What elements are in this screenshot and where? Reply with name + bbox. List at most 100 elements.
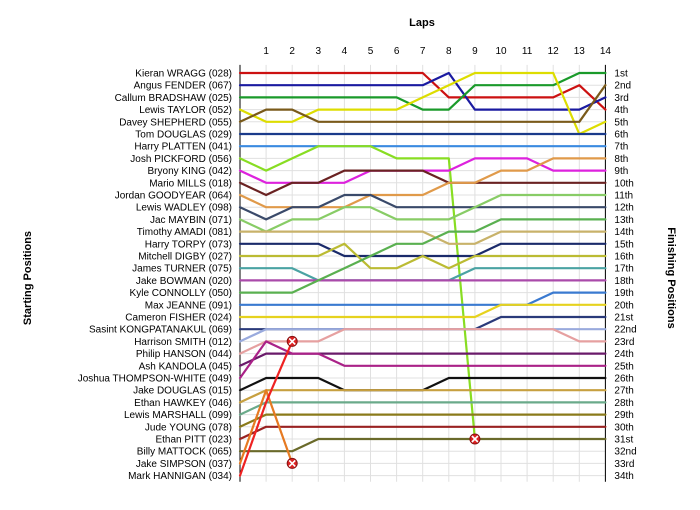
lap-tick-label: 10 bbox=[495, 46, 507, 57]
series-line-1 bbox=[238, 71, 607, 111]
starting-position-label: Mario MILLS (018) bbox=[149, 178, 232, 189]
finishing-position-label: 1st bbox=[614, 69, 628, 80]
lap-tick-label: 13 bbox=[574, 46, 586, 57]
series-line-16 bbox=[238, 242, 607, 270]
starting-position-label: Jac MAYBIN (071) bbox=[150, 215, 232, 226]
starting-position-label: Joshua THOMPSON-WHITE (049) bbox=[78, 374, 232, 385]
finishing-position-label: 11th bbox=[614, 191, 633, 202]
starting-position-label: Bryony KING (042) bbox=[148, 166, 232, 177]
starting-position-label: Jordan GOODYEAR (064) bbox=[115, 191, 232, 202]
finishing-position-label: 10th bbox=[614, 178, 633, 189]
starting-position-label: Mitchell DIGBY (027) bbox=[138, 252, 232, 263]
lap-tick-label: 12 bbox=[548, 46, 560, 57]
series-line-4 bbox=[238, 71, 607, 136]
series-layer bbox=[238, 71, 607, 477]
finishing-position-label: 16th bbox=[614, 252, 633, 263]
series-line-33 bbox=[238, 389, 294, 465]
retired-markers bbox=[286, 335, 481, 469]
starting-position-label: Tom DOUGLAS (029) bbox=[135, 130, 232, 141]
series-line-8 bbox=[238, 145, 476, 441]
lap-tick-label: 14 bbox=[600, 46, 612, 57]
series-line-31 bbox=[238, 425, 607, 441]
finishing-position-label: 27th bbox=[614, 386, 633, 397]
starting-position-label: Harry TORPY (073) bbox=[145, 239, 232, 250]
lap-tick-label: 2 bbox=[289, 46, 295, 57]
finishing-position-label: 21st bbox=[614, 313, 633, 324]
series-line-2 bbox=[238, 71, 607, 111]
finishing-position-label: 15th bbox=[614, 239, 633, 250]
series-line-21 bbox=[238, 303, 607, 319]
series-line-30 bbox=[238, 413, 607, 428]
series-line-29 bbox=[238, 401, 607, 416]
lap-tick-label: 4 bbox=[342, 46, 348, 57]
series-line-19 bbox=[238, 218, 607, 294]
series-line-10 bbox=[238, 169, 607, 197]
finishing-position-label: 4th bbox=[614, 105, 628, 116]
starting-position-label: Lewis TAYLOR (052) bbox=[139, 105, 232, 116]
finishing-position-label: 34th bbox=[614, 471, 633, 482]
retired-marker-cross bbox=[288, 459, 296, 467]
finishing-position-label: 20th bbox=[614, 300, 633, 311]
finishing-position-label: 22nd bbox=[614, 325, 636, 336]
retired-marker-cross bbox=[288, 337, 296, 345]
lap-tick-label: 9 bbox=[472, 46, 478, 57]
finishing-position-label: 23rd bbox=[614, 337, 634, 348]
starting-position-label: Mark HANNIGAN (034) bbox=[128, 471, 232, 482]
retired-marker bbox=[469, 433, 481, 445]
finishing-position-label: 9th bbox=[614, 166, 628, 177]
starting-position-label: Jake DOUGLAS (015) bbox=[133, 386, 232, 397]
finishing-position-label: 6th bbox=[614, 130, 628, 141]
starting-position-label: Kyle CONNOLLY (050) bbox=[130, 288, 232, 299]
starting-position-label: Angus FENDER (067) bbox=[134, 81, 232, 92]
finishing-position-label: 13th bbox=[614, 215, 633, 226]
series-line-20 bbox=[238, 291, 607, 306]
lap-tick-label: 5 bbox=[368, 46, 374, 57]
finishing-position-label: 26th bbox=[614, 374, 633, 385]
starting-position-label: Lewis MARSHALL (099) bbox=[124, 410, 232, 421]
starting-position-label: Harrison SMITH (012) bbox=[134, 337, 232, 348]
finishing-position-label: 32nd bbox=[614, 447, 636, 458]
finishing-position-label: 14th bbox=[614, 227, 633, 238]
series-line-26 bbox=[238, 340, 607, 380]
finishing-position-label: 33rd bbox=[614, 459, 634, 470]
series-line-24 bbox=[238, 328, 607, 355]
starting-position-label: James TURNER (075) bbox=[132, 264, 232, 275]
series-line-32 bbox=[238, 437, 607, 453]
retired-marker bbox=[286, 335, 298, 347]
starting-position-label: Philip HANSON (044) bbox=[136, 349, 232, 360]
starting-position-label: Jake SIMPSON (037) bbox=[136, 459, 232, 470]
finishing-position-label: 3rd bbox=[614, 93, 628, 104]
starting-position-label: Jude YOUNG (078) bbox=[145, 422, 232, 433]
starting-position-label: Kieran WRAGG (028) bbox=[135, 69, 232, 80]
finishing-position-label: 18th bbox=[614, 276, 633, 287]
finishing-position-label: 17th bbox=[614, 264, 633, 275]
starting-position-label: Jake BOWMAN (020) bbox=[136, 276, 232, 287]
series-line-3 bbox=[238, 71, 607, 111]
finishing-position-label: 24th bbox=[614, 349, 633, 360]
series-line-28 bbox=[238, 389, 607, 404]
y-axis-right-label: Finishing Positions bbox=[665, 227, 677, 328]
finishing-position-label: 19th bbox=[614, 288, 633, 299]
finishing-position-label: 31st bbox=[614, 435, 633, 446]
lap-tick-label: 7 bbox=[420, 46, 426, 57]
finishing-position-label: 29th bbox=[614, 410, 633, 421]
starting-position-label: Billy MATTOCK (065) bbox=[137, 447, 232, 458]
lap-tick-label: 1 bbox=[263, 46, 269, 57]
finishing-position-label: 8th bbox=[614, 154, 628, 165]
finishing-position-label: 12th bbox=[614, 203, 633, 214]
starting-position-label: Davey SHEPHERD (055) bbox=[119, 117, 232, 128]
finishing-position-label: 28th bbox=[614, 398, 633, 409]
finishing-position-label: 7th bbox=[614, 142, 628, 153]
finishing-position-label: 30th bbox=[614, 422, 633, 433]
starting-position-label: Ethan HAWKEY (046) bbox=[134, 398, 232, 409]
starting-position-label: Sasint KONGPATANAKUL (069) bbox=[89, 325, 232, 336]
retired-marker bbox=[286, 457, 298, 469]
starting-position-label: Lewis WADLEY (098) bbox=[136, 203, 232, 214]
series-line-13 bbox=[238, 193, 607, 233]
finishing-position-label: 25th bbox=[614, 361, 633, 372]
lap-tick-label: 8 bbox=[446, 46, 452, 57]
starting-position-label: Max JEANNE (091) bbox=[145, 300, 232, 311]
series-line-14 bbox=[238, 230, 607, 245]
